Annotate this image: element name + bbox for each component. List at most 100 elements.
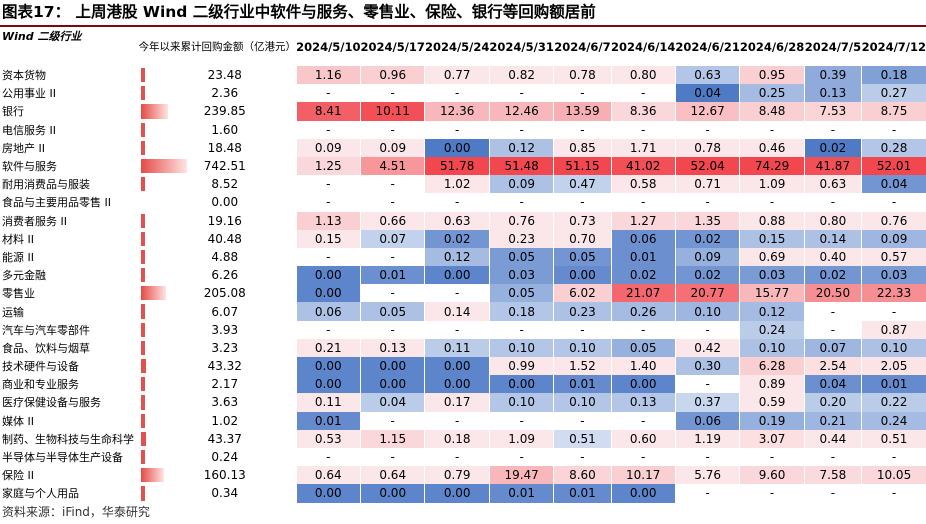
industry-label: 消费者服务 II xyxy=(2,214,67,228)
heatmap-cell: - xyxy=(553,320,611,339)
heatmap-cell: - xyxy=(488,193,554,212)
heatmap-cell: 0.03 xyxy=(488,266,554,285)
heatmap-cell: - xyxy=(360,175,425,194)
table-row: 商业和专业服务 2.17 0.00 0.00 0.00 0.00 0.01 0.00-0.89… xyxy=(2,375,926,394)
heatmap-cell: 0.00 xyxy=(610,484,676,503)
ytd-bar xyxy=(140,231,146,246)
heatmap-cell: 0.22 xyxy=(861,393,926,412)
heatmap-cell: 0.89 xyxy=(739,375,805,394)
heatmap-cell: 20.50 xyxy=(803,284,862,303)
heatmap-cell: 0.04 xyxy=(360,393,425,412)
heatmap-cell: 12.36 xyxy=(424,102,490,121)
table-row: 消费者服务 II 19.16 1.13 0.66 0.63 0.76 0.73 1.27 1.3… xyxy=(2,211,926,230)
heatmap-cell: 0.88 xyxy=(739,211,805,230)
heatmap-cell: 0.44 xyxy=(803,429,862,448)
heatmap-cell: 0.53 xyxy=(295,429,361,448)
heatmap-cell: 8.36 xyxy=(610,102,676,121)
heatmap-cell: - xyxy=(739,120,805,139)
heatmap-cell: 1.71 xyxy=(610,138,676,157)
heatmap-cell: 0.00 xyxy=(424,138,490,157)
heatmap-cell: - xyxy=(553,120,611,139)
industry-label: 公用事业 II xyxy=(2,87,56,101)
heatmap-cell: 0.10 xyxy=(861,338,926,357)
heatmap-cell: 0.01 xyxy=(295,411,361,430)
ytd-bar-cell xyxy=(139,121,154,139)
ytd-value: 4.88 xyxy=(211,249,239,264)
heatmap-cell: 0.09 xyxy=(360,138,425,157)
heatmap-cell: - xyxy=(360,411,425,430)
heatmap-cell: - xyxy=(803,447,862,467)
ytd-bar-cell xyxy=(139,139,154,157)
heatmap-cell: 0.00 xyxy=(295,284,361,303)
heatmap-cell: 1.25 xyxy=(295,156,361,176)
heatmap-cell: 3.07 xyxy=(739,429,805,448)
heatmap-cell: 0.02 xyxy=(424,229,490,248)
heatmap-cell: - xyxy=(424,447,490,467)
industry-label: 软件与服务 xyxy=(2,160,57,174)
heatmap-cell: 0.14 xyxy=(803,229,862,248)
heatmap-cell: 6.28 xyxy=(739,357,805,376)
heatmap-cell: - xyxy=(610,411,676,430)
date-header: 2024/7/5 xyxy=(804,40,862,54)
ytd-value: 0.34 xyxy=(211,486,239,501)
heatmap-cell: 0.00 xyxy=(295,357,361,376)
heatmap-cell: 20.77 xyxy=(674,284,740,303)
ytd-bar-cell xyxy=(139,175,154,193)
ytd-value: 0.00 xyxy=(211,195,239,210)
industry-label: 零售业 xyxy=(2,287,35,301)
heatmap-cell: 8.75 xyxy=(861,102,926,121)
heatmap-cell: 0.05 xyxy=(610,338,676,357)
heatmap-cell: - xyxy=(360,447,425,467)
heatmap-cell: 19.47 xyxy=(488,466,554,485)
heatmap-cell: 0.03 xyxy=(861,266,926,285)
heatmap-cell: 0.10 xyxy=(553,338,611,357)
heatmap-cell: 0.51 xyxy=(861,429,926,448)
ytd-bar xyxy=(140,395,145,410)
heatmap-cell: 41.87 xyxy=(803,156,862,176)
heatmap-cell: 0.09 xyxy=(488,175,554,194)
heatmap-cell: 0.05 xyxy=(488,247,554,267)
ytd-bar-cell xyxy=(139,212,154,230)
heatmap-cell: - xyxy=(424,193,490,212)
heatmap-cell: 0.01 xyxy=(610,247,676,267)
heatmap-cell: 0.66 xyxy=(360,211,425,230)
ytd-bar-cell xyxy=(139,357,154,375)
ytd-bar-cell xyxy=(139,84,154,102)
ytd-bar xyxy=(140,122,145,137)
heatmap-cell: 0.73 xyxy=(553,211,611,230)
heatmap-cell: 5.76 xyxy=(674,466,740,485)
heatmap-cell: 0.64 xyxy=(360,466,425,485)
ytd-bar-cell xyxy=(139,375,154,393)
heatmap-cell: - xyxy=(424,120,490,139)
heatmap-cell: 0.69 xyxy=(739,247,805,267)
heatmap-cell: 1.13 xyxy=(295,211,361,230)
heatmap-cell: - xyxy=(610,447,676,467)
ytd-bar xyxy=(140,322,145,337)
heatmap-cell: - xyxy=(553,411,611,430)
heatmap-cell: - xyxy=(674,193,740,212)
heatmap-cell: 0.71 xyxy=(674,175,740,194)
ytd-value: 742.51 xyxy=(203,159,246,174)
heatmap-cell: 0.07 xyxy=(803,338,862,357)
heatmap-cell: 0.00 xyxy=(295,266,361,285)
heatmap-cell: 0.06 xyxy=(610,229,676,248)
ytd-bar xyxy=(140,449,145,465)
ytd-value: 1.60 xyxy=(211,122,239,137)
heatmap-cell: - xyxy=(295,84,361,103)
heatmap-cell: 0.01 xyxy=(360,266,425,285)
heatmap-cell: 0.96 xyxy=(360,66,425,85)
heatmap-cell: 0.02 xyxy=(674,229,740,248)
heatmap-cell: 0.04 xyxy=(674,84,740,103)
heatmap-cell: 0.05 xyxy=(488,284,554,303)
heatmap-cell: 0.00 xyxy=(553,266,611,285)
heatmap-cell: 0.13 xyxy=(803,84,862,103)
heatmap-cell: - xyxy=(424,411,490,430)
heatmap-cell: 1.16 xyxy=(295,66,361,85)
heatmap-cell: 0.10 xyxy=(488,338,554,357)
industry-label: 媒体 II xyxy=(2,414,34,428)
heatmap-cell: - xyxy=(424,320,490,339)
heatmap-cell: 0.57 xyxy=(861,247,926,267)
heatmap-cell: 0.04 xyxy=(861,175,926,194)
heatmap-cell: - xyxy=(488,447,554,467)
ytd-bar xyxy=(140,249,145,265)
